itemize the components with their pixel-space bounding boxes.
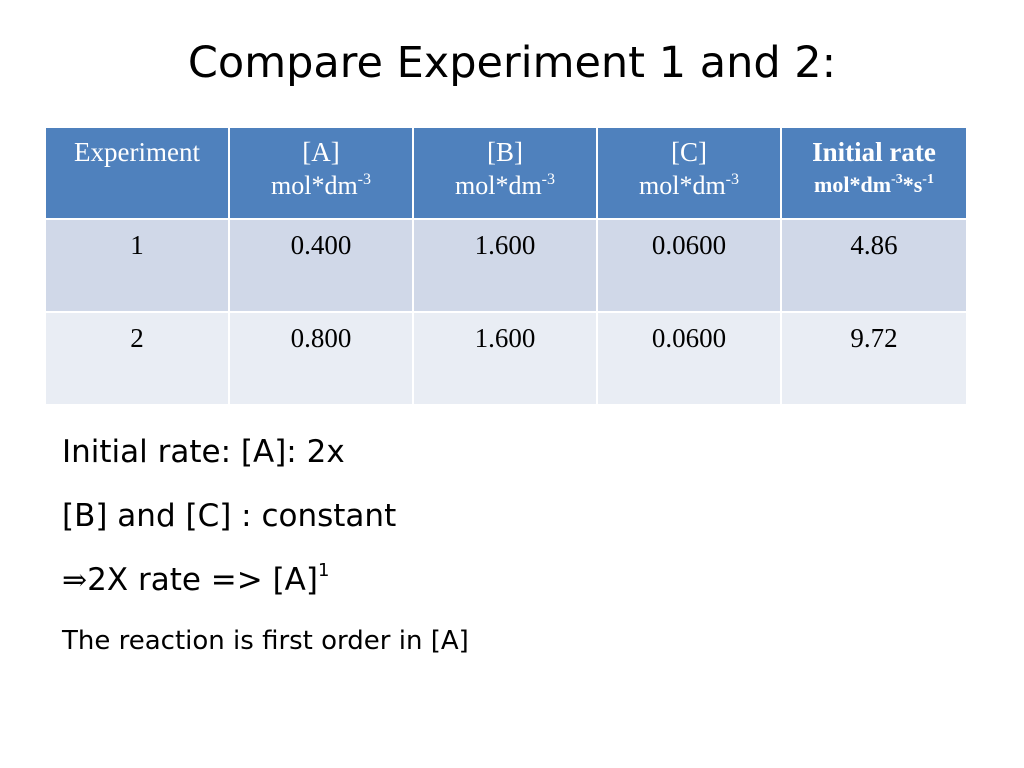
notes-block: Initial rate: [A]: 2x [B] and [C] : cons… xyxy=(62,430,962,661)
cell-initial-rate: 4.86 xyxy=(780,218,968,313)
header-initial-rate-unit: mol*dm-3*s-1 xyxy=(814,172,934,197)
note-constants: [B] and [C] : constant xyxy=(62,498,397,534)
cell-initial-rate: 9.72 xyxy=(780,311,968,406)
header-experiment-label: Experiment xyxy=(74,137,200,167)
note-conclusion: ⇒2X rate => [A]1 xyxy=(62,558,962,603)
note-conclusion-text: 2X rate => [A] xyxy=(87,562,318,598)
cell-experiment: 2 xyxy=(44,311,230,406)
cell-conc-a: 0.800 xyxy=(228,311,414,406)
table-header-row: Experiment [A] mol*dm-3 [B] mol*dm-3 [C]… xyxy=(44,126,968,220)
header-conc-a: [A] mol*dm-3 xyxy=(228,126,414,220)
cell-conc-b: 1.600 xyxy=(412,218,598,313)
header-experiment: Experiment xyxy=(44,126,230,220)
header-initial-rate-label: Initial rate xyxy=(812,137,936,167)
rate-data-table: Experiment [A] mol*dm-3 [B] mol*dm-3 [C]… xyxy=(44,126,968,406)
slide-title: Compare Experiment 1 and 2: xyxy=(187,38,837,88)
note-first-order: The reaction is first order in [A] xyxy=(62,626,469,656)
header-conc-c: [C] mol*dm-3 xyxy=(596,126,782,220)
cell-conc-c: 0.0600 xyxy=(596,218,782,313)
cell-conc-a: 0.400 xyxy=(228,218,414,313)
note-conclusion-exponent: 1 xyxy=(317,560,330,581)
table-row: 2 0.800 1.600 0.0600 9.72 xyxy=(44,311,968,406)
header-conc-b-unit: mol*dm-3 xyxy=(455,171,555,200)
cell-experiment: 1 xyxy=(44,218,230,313)
table-row: 1 0.400 1.600 0.0600 4.86 xyxy=(44,218,968,313)
header-conc-a-unit: mol*dm-3 xyxy=(271,171,371,200)
implies-arrow-icon: ⇒ xyxy=(62,563,88,598)
header-conc-c-unit: mol*dm-3 xyxy=(639,171,739,200)
note-initial-rate: Initial rate: [A]: 2x xyxy=(62,434,345,470)
header-conc-b: [B] mol*dm-3 xyxy=(412,126,598,220)
header-conc-c-label: [C] xyxy=(671,137,707,167)
cell-conc-c: 0.0600 xyxy=(596,311,782,406)
header-conc-b-label: [B] xyxy=(487,137,523,167)
header-initial-rate: Initial rate mol*dm-3*s-1 xyxy=(780,126,968,220)
cell-conc-b: 1.600 xyxy=(412,311,598,406)
header-conc-a-label: [A] xyxy=(302,137,340,167)
